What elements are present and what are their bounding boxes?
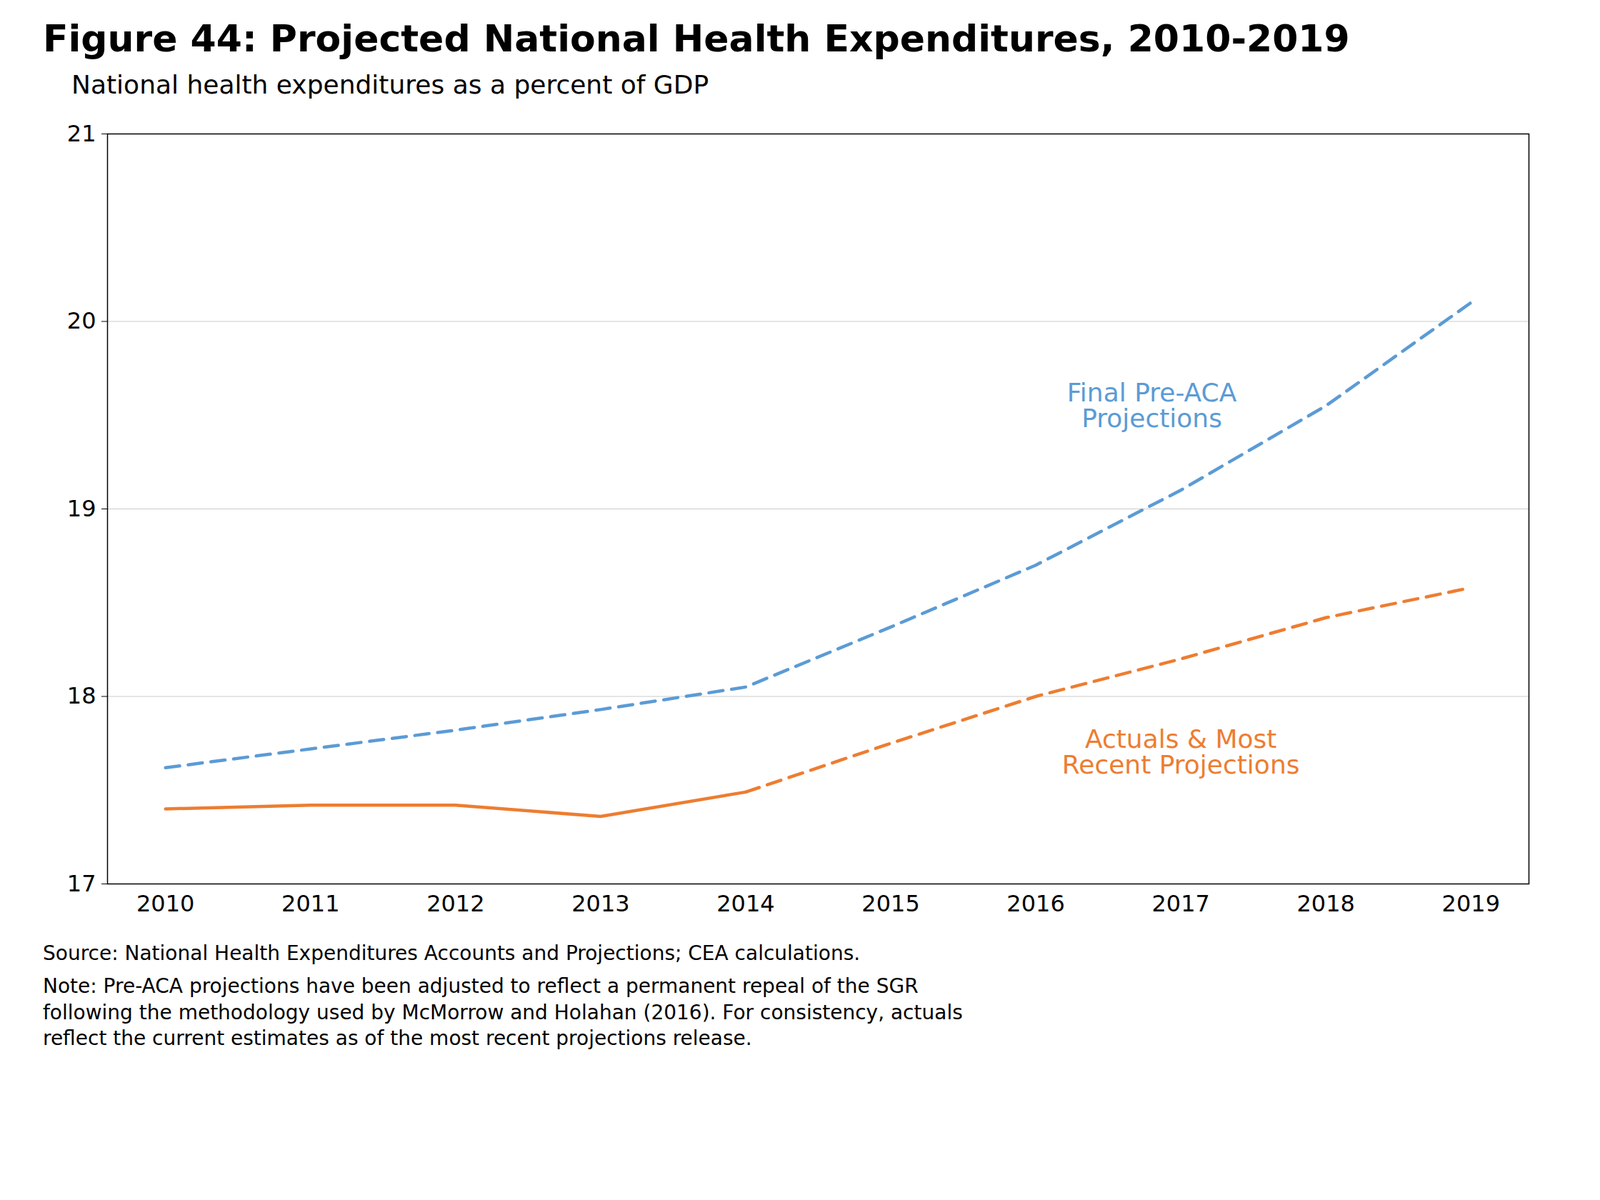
svg-text:2010: 2010 bbox=[136, 890, 195, 918]
svg-text:Final Pre-ACAProjections: Final Pre-ACAProjections bbox=[1067, 377, 1238, 433]
html-text:Note: Pre-ACA projections have: Note: Pre-ACA projections have been adju… bbox=[42, 974, 963, 1051]
html-text:National health expenditures a: National health expenditures as a percen… bbox=[71, 70, 709, 100]
svg-text:2018: 2018 bbox=[1296, 890, 1355, 918]
svg-text:21: 21 bbox=[67, 120, 97, 148]
html-text:Figure 44: Projected National: Figure 44: Projected National Health Exp… bbox=[42, 17, 1350, 60]
svg-text:17: 17 bbox=[67, 870, 97, 898]
svg-text:2013: 2013 bbox=[571, 890, 630, 918]
svg-text:18: 18 bbox=[67, 682, 97, 710]
svg-text:2014: 2014 bbox=[716, 890, 775, 918]
svg-text:2017: 2017 bbox=[1151, 890, 1210, 918]
svg-text:2011: 2011 bbox=[281, 890, 340, 918]
svg-text:2016: 2016 bbox=[1006, 890, 1065, 918]
svg-text:2019: 2019 bbox=[1442, 890, 1500, 918]
svg-text:Actuals & MostRecent Projectio: Actuals & MostRecent Projections bbox=[1062, 724, 1300, 780]
html-text:Source: National Health Expend: Source: National Health Expenditures Acc… bbox=[42, 941, 861, 965]
svg-text:2015: 2015 bbox=[861, 890, 920, 918]
svg-text:20: 20 bbox=[67, 307, 97, 335]
svg-text:19: 19 bbox=[67, 495, 97, 523]
svg-text:2012: 2012 bbox=[426, 890, 485, 918]
